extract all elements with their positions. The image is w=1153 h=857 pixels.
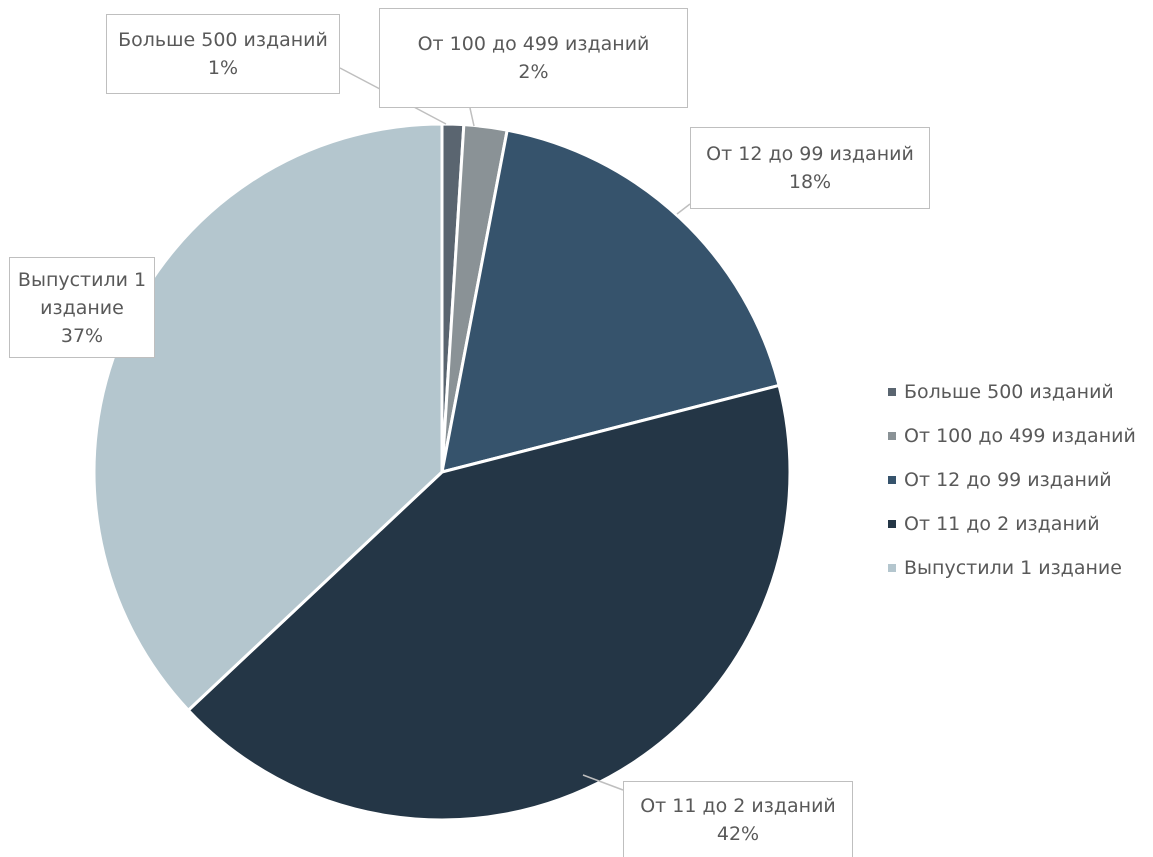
data-label-text: Выпустили 1 [17,268,147,291]
pie-slice [440,128,781,474]
legend-swatch [888,432,896,440]
legend-item: От 12 до 99 изданий [888,458,1136,502]
data-label-value: 2% [518,61,549,83]
data-label-value: 18% [788,171,832,193]
data-label-text: От 100 до 499 изданий [417,33,650,55]
data-label-issued-one: Выпустили 1 издание 37% [9,257,155,358]
legend-swatch [888,388,896,396]
data-label-text: издание [40,296,124,319]
data-label-text: От 12 до 99 изданий [706,143,914,165]
legend-label: Больше 500 изданий [904,381,1114,403]
data-label-12-to-99: От 12 до 99 изданий 18% [690,127,930,209]
pie-slices [92,122,792,822]
pie-slice [186,383,792,822]
legend-swatch [888,564,896,572]
legend-label: Выпустили 1 издание [904,557,1122,579]
data-label-100-to-499: От 100 до 499 изданий 2% [379,8,688,108]
legend-item: От 11 до 2 изданий [888,502,1136,546]
legend-item: Выпустили 1 издание [888,546,1136,590]
leader-line [676,203,691,215]
leader-line [339,67,447,125]
data-label-text: От 11 до 2 изданий [640,794,836,817]
legend-label: От 12 до 99 изданий [904,469,1112,491]
legend-label: От 11 до 2 изданий [904,513,1100,535]
data-label-value: 42% [716,822,760,845]
data-label-value: 37% [60,324,104,347]
legend-swatch [888,520,896,528]
data-label-more-than-500: Больше 500 изданий 1% [106,14,340,94]
callout-leader-lines [339,67,691,791]
legend-item: От 100 до 499 изданий [888,414,1136,458]
data-label-11-to-2: От 11 до 2 изданий 42% [623,781,853,857]
legend-item: Больше 500 изданий [888,370,1136,414]
legend-label: От 100 до 499 изданий [904,425,1136,447]
leader-line [469,107,475,127]
data-label-value: 1% [207,57,239,79]
data-label-text: Больше 500 изданий [118,29,328,51]
legend-swatch [888,476,896,484]
chart-legend: Больше 500 изданий От 100 до 499 изданий… [888,370,1136,590]
leader-line [582,774,624,791]
